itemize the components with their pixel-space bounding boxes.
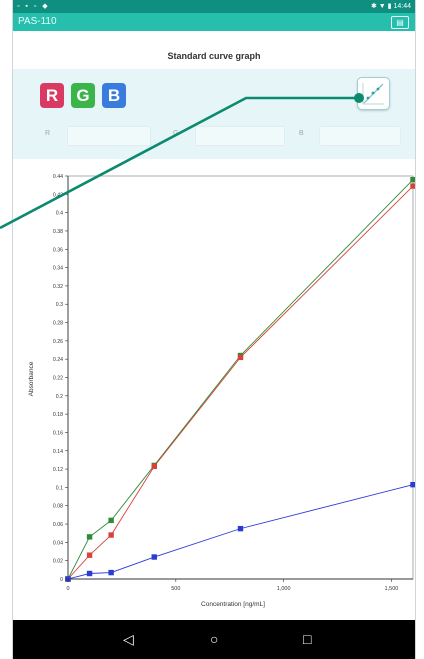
y-tick-label: 0.32 bbox=[53, 284, 63, 290]
y-tick-label: 0.02 bbox=[53, 559, 63, 565]
series-line-3 bbox=[67, 484, 414, 580]
home-icon[interactable]: ○ bbox=[210, 631, 219, 647]
g-field-label: G bbox=[173, 130, 179, 137]
r-field-label: R bbox=[45, 130, 51, 137]
plot-frame bbox=[67, 175, 414, 580]
page-title: Standard curve graph bbox=[167, 51, 261, 61]
android-nav-bar: ◁ ○ □ bbox=[13, 620, 415, 659]
y-tick-label: 0.28 bbox=[53, 321, 63, 327]
x-tick-label: 1,500 bbox=[385, 586, 399, 592]
line-graph-icon bbox=[362, 83, 384, 105]
status-bar: ▫ ▪ ▫ ◆ ✱ ▼ ▮ 14:44 bbox=[13, 0, 415, 13]
y-tick-label: 0.24 bbox=[53, 357, 63, 363]
status-time: 14:44 bbox=[393, 3, 411, 10]
green-channel-button[interactable]: G bbox=[71, 83, 95, 108]
y-tick-label: 0.3 bbox=[56, 302, 63, 308]
back-icon[interactable]: ◁ bbox=[123, 631, 134, 647]
x-tick-label: 500 bbox=[171, 586, 180, 592]
series-point-2 bbox=[410, 183, 416, 189]
x-axis-label: Concentration [ng/mL] bbox=[201, 601, 265, 608]
y-tick-label: 0.34 bbox=[53, 266, 63, 272]
app-bar: PAS-110 ▤ bbox=[13, 13, 415, 31]
y-tick-label: 0.4 bbox=[56, 211, 63, 217]
y-tick-label: 0.1 bbox=[56, 485, 63, 491]
series-point-2 bbox=[151, 463, 157, 470]
y-tick-label: 0.18 bbox=[53, 412, 63, 418]
y-tick-label: 0.16 bbox=[53, 430, 63, 436]
standard-curve-chart: 0 0.02 0.04 0.06 0.08 0.1 0.12 0.14 0.16 0.18 0.2 0… bbox=[28, 174, 416, 608]
b-field-label: B bbox=[299, 130, 304, 137]
x-tick-label: 0 bbox=[66, 586, 69, 592]
y-tick-label: 0.04 bbox=[53, 540, 63, 546]
y-axis-label: Absorbance bbox=[28, 361, 35, 396]
b-value-field bbox=[319, 126, 401, 146]
series-point-3 bbox=[108, 569, 114, 576]
y-tick-label: 0.12 bbox=[53, 467, 63, 473]
series-point-1 bbox=[108, 517, 114, 524]
menu-icon[interactable]: ▤ bbox=[391, 16, 409, 29]
channel-panel: R G B R G B bbox=[13, 69, 415, 159]
standard-curve-chart-area: 0 0.02 0.04 0.06 0.08 0.1 0.12 0.14 0.16 0.18 0.2 0… bbox=[13, 159, 416, 619]
y-tick-label: 0 bbox=[60, 577, 63, 583]
series-point-3 bbox=[86, 570, 93, 577]
red-channel-button[interactable]: R bbox=[40, 83, 64, 108]
y-tick-label: 0.42 bbox=[53, 192, 63, 198]
blue-channel-button[interactable]: B bbox=[102, 83, 126, 108]
channel-value-fields: R G B bbox=[33, 123, 403, 147]
series-point-1 bbox=[410, 176, 416, 183]
y-tick-label: 0.22 bbox=[53, 376, 63, 382]
series-line-1 bbox=[67, 179, 414, 580]
status-icons-left: ▫ ▪ ▫ ◆ bbox=[17, 3, 50, 10]
y-tick-label: 0.26 bbox=[53, 339, 63, 345]
series-point-2 bbox=[108, 532, 114, 538]
r-value-field bbox=[67, 126, 151, 146]
y-tick-label: 0.2 bbox=[56, 394, 63, 400]
status-indicators: ✱ ▼ ▮ bbox=[370, 3, 392, 10]
page-header: Standard curve graph bbox=[13, 31, 415, 69]
graph-view-button[interactable] bbox=[357, 77, 390, 110]
series-point-3 bbox=[151, 554, 157, 560]
series-point-3 bbox=[410, 481, 416, 488]
status-icons-right: ✱ ▼ ▮ 14:44 bbox=[371, 0, 411, 13]
y-tick-label: 0.08 bbox=[53, 504, 63, 510]
tablet-screen: ▫ ▪ ▫ ◆ ✱ ▼ ▮ 14:44 PAS-110 ▤ Standard c… bbox=[12, 0, 416, 659]
series-point-3 bbox=[237, 525, 244, 532]
y-tick-label: 0.06 bbox=[53, 522, 63, 528]
recents-icon[interactable]: □ bbox=[303, 631, 312, 647]
series-point-1 bbox=[86, 534, 93, 540]
series-line-2 bbox=[67, 185, 414, 580]
y-tick-label: 0.44 bbox=[53, 174, 63, 180]
app-title: PAS-110 bbox=[18, 16, 57, 27]
y-tick-label: 0.14 bbox=[53, 449, 63, 455]
series-point-2 bbox=[86, 552, 93, 558]
series-point-2 bbox=[237, 354, 244, 361]
g-value-field bbox=[195, 126, 285, 146]
x-tick-label: 1,000 bbox=[277, 586, 291, 592]
y-tick-label: 0.36 bbox=[53, 247, 63, 253]
y-tick-label: 0.38 bbox=[53, 229, 63, 235]
